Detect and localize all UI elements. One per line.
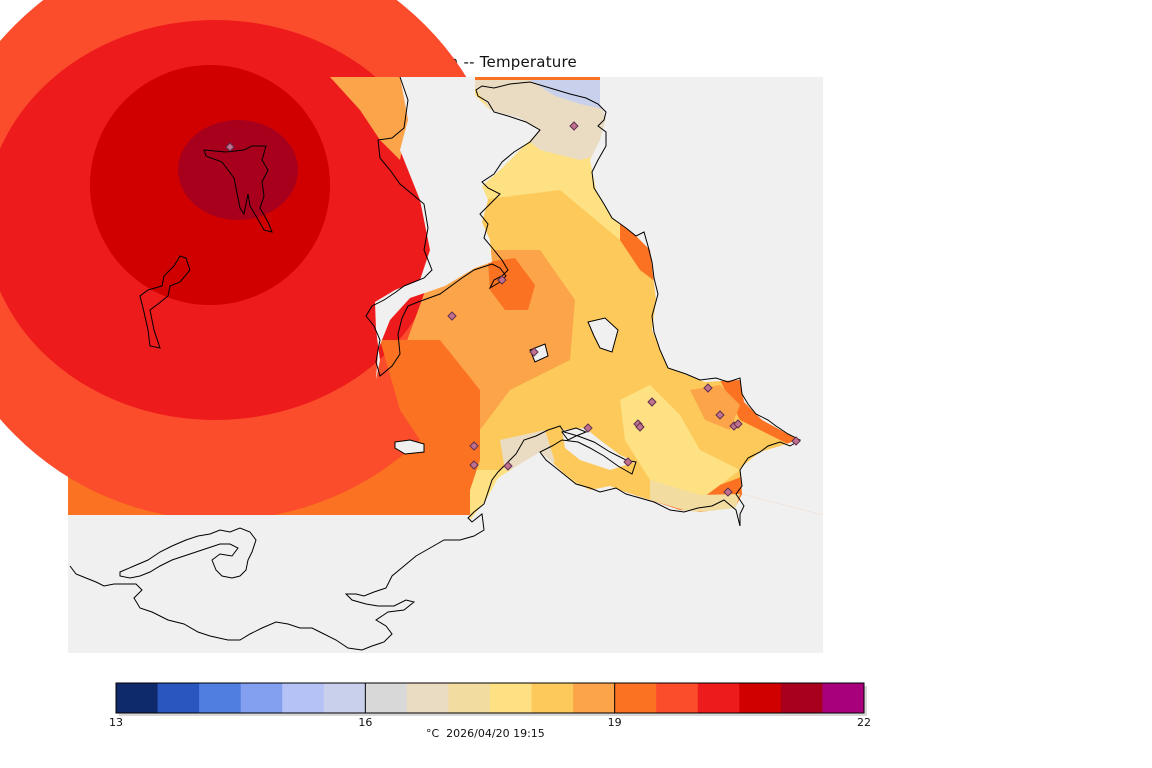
colorbar-tick-label: 22 (857, 716, 871, 729)
colorbar-units-label: °C 2026/04/20 19:15 (426, 727, 545, 740)
station-marker (447, 311, 457, 321)
station-marker (497, 275, 507, 285)
colorbar-swatch (490, 683, 533, 713)
colorbar-swatch (531, 683, 574, 713)
sooke-coast (119, 527, 257, 579)
colorbar-swatch (656, 683, 699, 713)
small-island (394, 439, 425, 455)
station-marker (529, 347, 539, 357)
colorbar-swatch (780, 683, 823, 713)
colorbar-swatch (157, 683, 200, 713)
station-marker (635, 422, 645, 432)
colorbar-swatch (240, 683, 283, 713)
colorbar-swatch (406, 683, 449, 713)
colorbar-swatch (614, 683, 657, 713)
colorbar-tick-label: 13 (109, 716, 123, 729)
colorbar-swatch (116, 683, 159, 713)
station-marker (225, 142, 235, 152)
harbour-inlet (561, 427, 588, 441)
vancouver-island-coast (69, 76, 802, 651)
station-marker (583, 423, 593, 433)
station-marker (723, 487, 733, 497)
elk-lake (587, 317, 619, 353)
colorbar-swatch (697, 683, 740, 713)
salt-spring-coast-1 (203, 145, 273, 233)
station-marker (503, 461, 513, 471)
station-markers (225, 121, 801, 497)
colorbar-swatch (199, 683, 242, 713)
station-marker (715, 410, 725, 420)
station-marker (469, 441, 479, 451)
temperature-field (0, 0, 823, 560)
colorbar-swatch (365, 683, 408, 713)
salt-spring-coast-2 (139, 255, 191, 349)
water-mask (68, 77, 823, 653)
station-marker (623, 457, 633, 467)
colorbar-swatch (448, 683, 491, 713)
station-marker (791, 436, 801, 446)
colorbar-swatch (739, 683, 782, 713)
station-marker (569, 121, 579, 131)
station-marker (733, 419, 743, 429)
small-lake (529, 343, 549, 363)
station-marker (469, 460, 479, 470)
colorbar-tick-label: 19 (607, 716, 622, 729)
colorbar-swatch (573, 683, 616, 713)
station-marker (703, 383, 713, 393)
station-marker (647, 397, 657, 407)
coastlines (69, 76, 802, 651)
colorbar-swatch (323, 683, 366, 713)
colorbar (115, 682, 867, 716)
colorbar-swatch (822, 683, 865, 713)
colorbar-swatch (282, 683, 325, 713)
colorbar-tick-label: 16 (358, 716, 373, 729)
